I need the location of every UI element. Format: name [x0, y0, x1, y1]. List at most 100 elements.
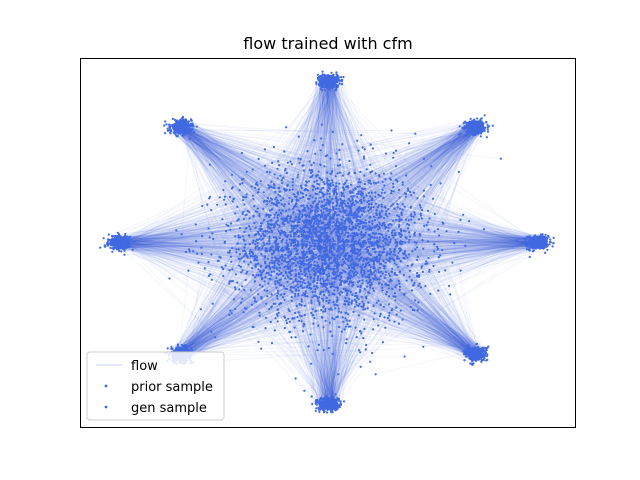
- prior-sample-point: [388, 240, 391, 244]
- flow-line: [393, 152, 548, 247]
- prior-sample-point: [245, 227, 248, 230]
- flow-line: [399, 197, 543, 248]
- chart-title: flow trained with cfm: [243, 34, 412, 53]
- prior-sample-point: [301, 215, 304, 218]
- flow-line: [335, 242, 545, 262]
- prior-sample-point: [320, 200, 324, 203]
- prior-sample-point: [336, 217, 339, 221]
- prior-sample-point: [305, 286, 309, 289]
- prior-sample-point: [278, 237, 281, 240]
- prior-sample-point: [368, 203, 371, 206]
- flow-line: [325, 239, 540, 285]
- prior-sample-point: [270, 259, 273, 262]
- prior-sample-point: [307, 258, 310, 261]
- prior-sample-point: [413, 213, 416, 216]
- prior-sample-point: [230, 260, 233, 263]
- prior-sample-point: [451, 261, 454, 264]
- prior-sample-point: [439, 254, 442, 257]
- prior-sample-point: [361, 282, 364, 285]
- prior-sample-point: [268, 216, 271, 219]
- prior-sample-point: [340, 311, 343, 314]
- prior-sample-point: [427, 221, 430, 224]
- flow-line: [339, 205, 542, 245]
- prior-sample-point: [288, 330, 292, 333]
- prior-sample-point: [299, 280, 302, 283]
- prior-sample-point: [420, 266, 423, 269]
- flow-line: [291, 243, 530, 272]
- prior-sample-point: [346, 231, 350, 234]
- flow-line: [315, 238, 537, 267]
- prior-sample-point: [305, 255, 308, 259]
- prior-sample-point: [210, 278, 213, 281]
- prior-sample-point: [233, 286, 237, 289]
- flow-line: [343, 183, 542, 239]
- prior-sample-point: [356, 139, 359, 142]
- prior-sample-point: [378, 315, 382, 318]
- flow-line: [364, 200, 539, 242]
- prior-sample-point: [385, 210, 388, 213]
- flow-line: [387, 237, 546, 255]
- prior-sample-point: [336, 289, 339, 292]
- prior-sample-point: [228, 269, 231, 272]
- prior-sample-point: [286, 184, 289, 187]
- prior-sample-point: [238, 189, 241, 192]
- prior-sample-point: [296, 240, 299, 243]
- prior-sample-point: [387, 244, 390, 247]
- prior-sample-point: [321, 144, 324, 147]
- prior-sample-point: [254, 186, 257, 190]
- prior-sample-point: [292, 281, 295, 284]
- prior-sample-point: [273, 173, 276, 176]
- flow-line: [363, 238, 541, 243]
- prior-sample-point: [329, 250, 332, 253]
- flow-line: [368, 238, 540, 244]
- prior-sample-point: [306, 240, 309, 243]
- prior-sample-point: [285, 321, 289, 325]
- flow-line: [339, 172, 539, 243]
- flow-line: [286, 242, 534, 290]
- prior-sample-point: [351, 284, 354, 287]
- flow-line: [333, 243, 546, 275]
- prior-sample-point: [381, 286, 384, 289]
- prior-sample-point: [398, 270, 402, 273]
- flow-line: [336, 193, 540, 241]
- prior-sample-point: [269, 267, 272, 270]
- prior-sample-point: [411, 250, 414, 253]
- prior-sample-point: [220, 266, 223, 269]
- prior-sample-point: [210, 330, 213, 333]
- prior-sample-point: [333, 190, 336, 193]
- flow-line: [351, 240, 539, 278]
- prior-sample-point: [298, 314, 302, 317]
- prior-sample-point: [303, 237, 306, 240]
- flow-line: [328, 213, 545, 244]
- prior-sample-point: [378, 250, 381, 254]
- flow-line: [321, 237, 536, 250]
- flow-line: [297, 240, 547, 318]
- prior-sample-point: [321, 192, 324, 195]
- flow-line: [383, 173, 536, 246]
- flow-line: [375, 235, 541, 261]
- flow-line: [220, 243, 536, 259]
- prior-sample-point: [256, 238, 260, 241]
- prior-sample-point: [339, 198, 342, 201]
- prior-sample-point: [268, 242, 271, 245]
- flow-line: [289, 208, 543, 245]
- prior-sample-point: [303, 221, 306, 224]
- prior-sample-point: [168, 277, 171, 280]
- prior-sample-point: [284, 287, 287, 290]
- prior-sample-point: [311, 314, 314, 317]
- prior-sample-point: [228, 249, 231, 252]
- flow-line: [336, 244, 547, 318]
- flow-line: [352, 240, 539, 296]
- prior-sample-point: [326, 287, 329, 290]
- prior-sample-point: [395, 165, 398, 168]
- flow-line: [347, 243, 533, 315]
- prior-sample-point: [389, 238, 392, 241]
- prior-sample-point: [372, 259, 375, 262]
- prior-sample-point: [329, 157, 332, 160]
- prior-sample-point: [353, 204, 356, 207]
- prior-sample-point: [367, 191, 371, 195]
- prior-sample-point: [278, 283, 281, 286]
- prior-sample-point: [291, 290, 294, 294]
- prior-sample-point: [243, 260, 246, 263]
